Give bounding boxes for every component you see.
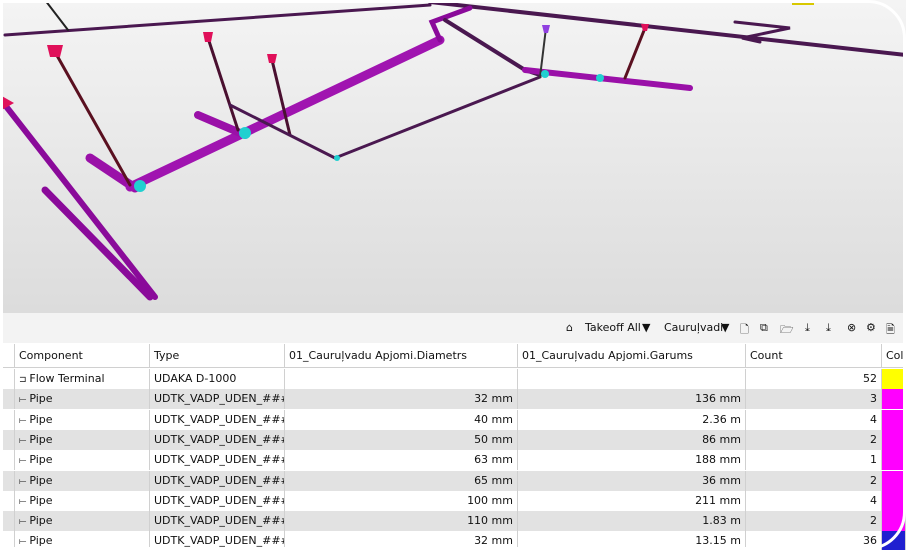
column-header[interactable]: Component bbox=[15, 344, 150, 368]
row-gutter bbox=[0, 470, 15, 491]
table-cell: UDTK_VADP_UDEN_####... bbox=[150, 450, 285, 471]
table-cell: 32 mm bbox=[285, 531, 518, 550]
component-icon: ⊐ bbox=[19, 375, 30, 385]
component-icon: ⟝ bbox=[19, 476, 30, 487]
color-swatch bbox=[882, 409, 906, 430]
header-gutter bbox=[0, 344, 15, 368]
table-cell: ⟝ Pipe bbox=[15, 490, 150, 511]
close-icon[interactable]: ⊗ bbox=[847, 321, 857, 334]
table-cell: UDTK_VADP_UDEN_####... bbox=[150, 490, 285, 511]
color-swatch bbox=[882, 490, 906, 511]
table-cell: ⟝ Pipe bbox=[15, 429, 150, 450]
table-cell: 1.83 m bbox=[518, 511, 746, 532]
table-cell: 32 mm bbox=[285, 389, 518, 410]
settings-icon[interactable]: ⚙ bbox=[866, 321, 876, 334]
table-cell: 36 bbox=[746, 531, 882, 550]
new-icon[interactable]: 🗋 bbox=[740, 323, 749, 336]
row-gutter bbox=[0, 531, 15, 550]
view-select[interactable]: Cauruļvadi bbox=[664, 321, 724, 334]
table-cell: ⟝ Pipe bbox=[15, 531, 150, 550]
row-gutter bbox=[0, 490, 15, 511]
table-cell: 2 bbox=[746, 470, 882, 491]
import-icon[interactable]: ⤓ bbox=[826, 321, 831, 334]
table-cell: ⊐ Flow Terminal bbox=[15, 369, 150, 389]
export-icon[interactable]: ⤓ bbox=[805, 321, 810, 334]
table-cell: 2 bbox=[746, 429, 882, 450]
dropdown-arrow[interactable]: ▼ bbox=[642, 321, 651, 334]
table-cell: 52 bbox=[746, 369, 882, 389]
column-header[interactable]: 01_Cauruļvadu Apjomi.Garums bbox=[518, 344, 746, 368]
table-cell: UDTK_VADP_UDEN_####... bbox=[150, 511, 285, 532]
color-swatch bbox=[882, 450, 906, 471]
component-icon: ⟝ bbox=[19, 435, 30, 446]
color-swatch bbox=[882, 429, 906, 450]
table-cell: 63 mm bbox=[285, 450, 518, 471]
component-icon: ⟝ bbox=[19, 415, 30, 426]
row-gutter bbox=[0, 409, 15, 430]
column-header[interactable]: Col bbox=[882, 344, 906, 368]
table-cell: 188 mm bbox=[518, 450, 746, 471]
table-cell: UDAKA D-1000 bbox=[150, 369, 285, 389]
row-gutter bbox=[0, 369, 15, 389]
table-cell: 211 mm bbox=[518, 490, 746, 511]
table-cell: 1 bbox=[746, 450, 882, 471]
dropdown-arrow[interactable]: ▼ bbox=[721, 321, 730, 334]
toolbar: ⌂ Takeoff All ▼ Cauruļvadi ▼ 🗋 ⧉ 🗁 ⤓ ⤓ ⊗… bbox=[0, 313, 906, 343]
table-cell: UDTK_VADP_UDEN_####... bbox=[150, 409, 285, 430]
table-cell: UDTK_VADP_UDEN_####... bbox=[150, 470, 285, 491]
table-cell: UDTK_VADP_UDEN_####_I bbox=[150, 531, 285, 550]
color-swatch bbox=[882, 369, 906, 389]
table-cell: ⟝ Pipe bbox=[15, 511, 150, 532]
copy-icon[interactable]: ⧉ bbox=[760, 321, 768, 334]
component-icon: ⟝ bbox=[19, 517, 30, 528]
color-swatch bbox=[882, 511, 906, 532]
table-cell: 36 mm bbox=[518, 470, 746, 491]
table-cell bbox=[518, 369, 746, 389]
table-cell: ⟝ Pipe bbox=[15, 470, 150, 491]
color-swatch bbox=[882, 389, 906, 410]
row-gutter bbox=[0, 429, 15, 450]
table-cell: 4 bbox=[746, 490, 882, 511]
component-icon: ⟝ bbox=[19, 395, 30, 406]
column-header[interactable]: Count bbox=[746, 344, 882, 368]
color-swatch bbox=[882, 531, 906, 550]
table-cell: 50 mm bbox=[285, 429, 518, 450]
table-cell: 3 bbox=[746, 389, 882, 410]
component-icon: ⟝ bbox=[19, 537, 30, 548]
table-cell: 4 bbox=[746, 409, 882, 430]
table-cell: 2.36 m bbox=[518, 409, 746, 430]
table-cell: 136 mm bbox=[518, 389, 746, 410]
table-cell: 65 mm bbox=[285, 470, 518, 491]
table-cell: 86 mm bbox=[518, 429, 746, 450]
table-cell: ⟝ Pipe bbox=[15, 389, 150, 410]
table-cell: 13.15 m bbox=[518, 531, 746, 550]
component-icon: ⟝ bbox=[19, 456, 30, 467]
table-cell: ⟝ Pipe bbox=[15, 409, 150, 430]
row-gutter bbox=[0, 450, 15, 471]
table-cell: ⟝ Pipe bbox=[15, 450, 150, 471]
row-gutter bbox=[0, 389, 15, 410]
column-header[interactable]: Type bbox=[150, 344, 285, 368]
row-gutter bbox=[0, 511, 15, 532]
report-icon[interactable]: 🗎 bbox=[886, 323, 895, 336]
table-cell: UDTK_VADP_UDEN_####... bbox=[150, 429, 285, 450]
table-cell: 110 mm bbox=[285, 511, 518, 532]
column-header[interactable]: 01_Cauruļvadu Apjomi.Diametrs bbox=[285, 344, 518, 368]
table-cell: UDTK_VADP_UDEN_####... bbox=[150, 389, 285, 410]
table-cell bbox=[285, 369, 518, 389]
table-cell: 2 bbox=[746, 511, 882, 532]
table-cell: 100 mm bbox=[285, 490, 518, 511]
takeoff-button[interactable]: Takeoff All bbox=[585, 321, 641, 334]
home-icon[interactable]: ⌂ bbox=[566, 321, 573, 334]
3d-view bbox=[0, 0, 906, 313]
color-swatch bbox=[882, 470, 906, 491]
table-cell: 40 mm bbox=[285, 409, 518, 430]
component-icon: ⟝ bbox=[19, 496, 30, 507]
open-icon[interactable]: 🗁 bbox=[780, 323, 794, 336]
